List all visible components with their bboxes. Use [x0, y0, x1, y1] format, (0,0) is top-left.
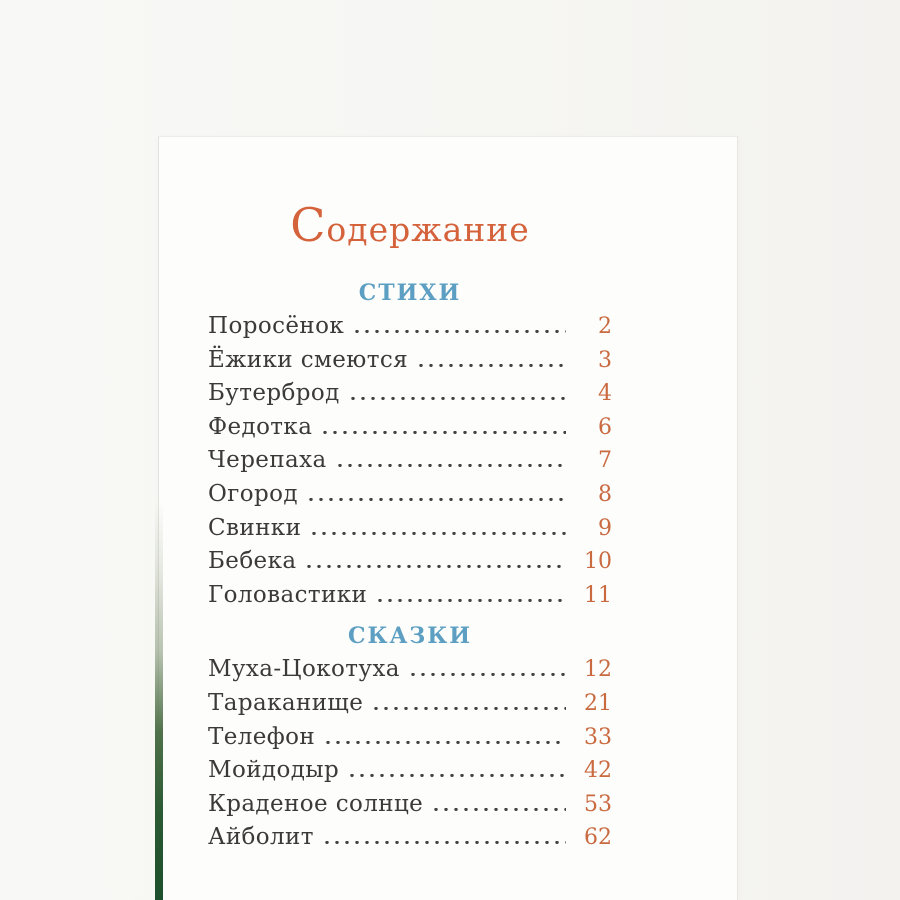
toc-leader-dots: [307, 497, 566, 501]
toc-entry-page-number: 33: [584, 724, 612, 750]
toc-entry-title: Мойдодыр: [208, 757, 340, 784]
toc-entry: Бебека 10: [208, 548, 612, 582]
toc-entry: Поросёнок 2: [208, 313, 612, 347]
toc-leader-dots: [354, 330, 566, 333]
toc-entry-title: Муха-Цокотуха: [208, 656, 400, 683]
toc-entry-title: Федотка: [208, 413, 313, 440]
toc-entry: Краденое солнце 53: [208, 791, 612, 825]
toc-entry-title: Свинки: [208, 514, 302, 541]
toc-leader-dots: [349, 397, 566, 401]
toc-entry-page-number: 9: [598, 515, 612, 541]
toc-entry-page-number: 11: [584, 582, 612, 608]
toc-entry-page-number: 8: [598, 481, 612, 507]
toc-leader-dots: [418, 363, 566, 367]
toc-entry-title: Черепаха: [208, 447, 327, 474]
toc-entry-title: Огород: [208, 480, 298, 507]
toc-entry: Бутерброд 4: [208, 380, 612, 414]
toc-entry: Мойдодыр 42: [208, 757, 612, 791]
toc-entry-title: Головастики: [208, 581, 368, 608]
toc-leader-dots: [336, 464, 566, 468]
toc-entry: Огород 8: [208, 481, 612, 515]
toc-section: СКАЗКИ Муха-Цокотуха 12 Тараканище 21 Те…: [208, 623, 612, 858]
toc-entry: Айболит 62: [208, 824, 612, 858]
toc-leader-dots: [409, 673, 566, 677]
toc-title: Содержание: [290, 198, 530, 252]
toc-entry-title: Телефон: [208, 723, 316, 750]
toc-entry: Свинки 9: [208, 515, 612, 549]
toc-entry-title: Бебека: [208, 548, 297, 575]
toc-entry-title: Бутерброд: [208, 380, 340, 407]
toc-entry: Головастики 11: [208, 582, 612, 616]
toc-entry: Федотка 6: [208, 414, 612, 448]
section-heading: СТИХИ: [358, 280, 462, 306]
toc-content: Содержание СТИХИ Поросёнок 2 Ёжики смеют…: [208, 201, 612, 858]
toc-entry-page-number: 4: [598, 381, 612, 407]
toc-entry-title: Поросёнок: [208, 313, 345, 339]
page-edge-green-strip: [155, 500, 163, 900]
toc-leader-dots: [349, 774, 566, 778]
toc-entry-title: Краденое солнце: [208, 790, 424, 817]
toc-section: СТИХИ Поросёнок 2 Ёжики смеются 3 Бутерб…: [208, 280, 612, 615]
toc-entry-title: Ёжики смеются: [208, 346, 409, 373]
toc-entry: Телефон 33: [208, 724, 612, 758]
toc-entry: Ёжики смеются 3: [208, 347, 612, 381]
toc-leader-dots: [323, 841, 566, 845]
toc-leader-dots: [322, 430, 566, 434]
toc-leader-dots: [433, 807, 566, 811]
toc-entry: Муха-Цокотуха 12: [208, 656, 612, 690]
toc-entry-page-number: 6: [598, 414, 612, 440]
toc-leader-dots: [325, 740, 566, 744]
toc-entry: Тараканище 21: [208, 690, 612, 724]
toc-entry-page-number: 10: [584, 549, 612, 575]
toc-entry-page-number: 7: [598, 448, 612, 474]
toc-leader-dots: [373, 706, 566, 710]
toc-entry-page-number: 2: [598, 314, 612, 339]
toc-entry-page-number: 62: [584, 825, 612, 851]
toc-entry-page-number: 12: [584, 657, 612, 683]
toc-leader-dots: [311, 531, 566, 535]
toc-sections: СТИХИ Поросёнок 2 Ёжики смеются 3 Бутерб…: [208, 280, 612, 858]
toc-entry-title: Тараканище: [208, 689, 364, 716]
toc-rows: Поросёнок 2 Ёжики смеются 3 Бутерброд 4 …: [208, 313, 612, 615]
toc-rows: Муха-Цокотуха 12 Тараканище 21 Телефон 3…: [208, 656, 612, 858]
toc-entry-page-number: 21: [584, 690, 612, 716]
book-page: Содержание СТИХИ Поросёнок 2 Ёжики смеют…: [158, 136, 738, 900]
toc-entry-page-number: 3: [598, 347, 612, 373]
toc-entry-title: Айболит: [208, 824, 314, 851]
toc-entry: Черепаха 7: [208, 447, 612, 481]
toc-entry-page-number: 42: [584, 758, 612, 784]
toc-leader-dots: [306, 565, 566, 569]
toc-entry-page-number: 53: [584, 791, 612, 817]
toc-leader-dots: [377, 598, 566, 602]
section-heading: СКАЗКИ: [347, 623, 473, 650]
